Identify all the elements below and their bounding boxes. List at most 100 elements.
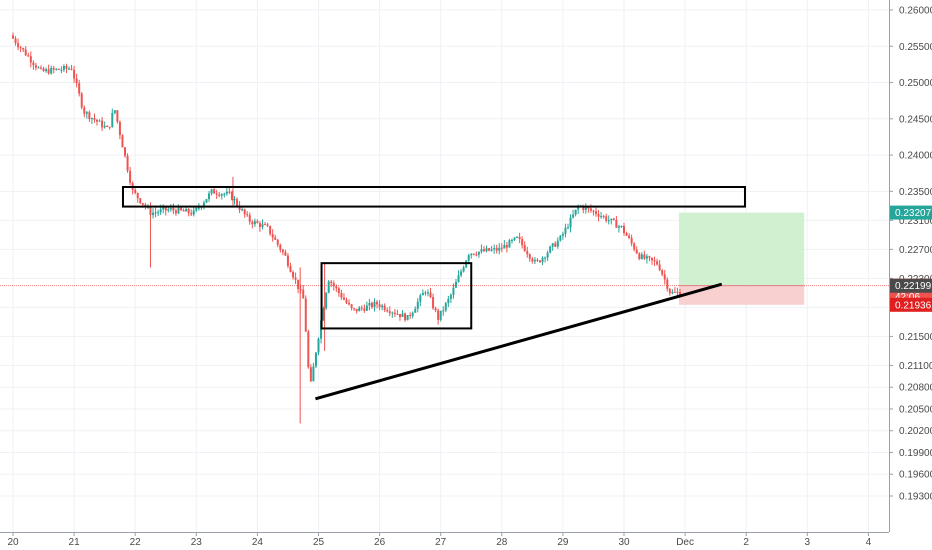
candle-body (12, 35, 14, 39)
x-tick-label: 2 (743, 537, 749, 548)
price-tag-bg (890, 278, 932, 293)
candle-body (569, 217, 572, 228)
candle-body (477, 251, 480, 255)
y-axis[interactable]: 0.26000 0.25500 0.25000 0.24500 0.24000 0.235… (889, 0, 932, 532)
candle-body (673, 291, 676, 293)
candle-body (460, 271, 463, 276)
candle-body (633, 243, 636, 250)
candle-body (230, 191, 233, 200)
candle-body (190, 213, 193, 215)
price-tag-bg (890, 297, 932, 312)
candle-body (358, 307, 361, 312)
range-box[interactable] (320, 262, 473, 330)
candle-body (45, 69, 48, 72)
candle-body (271, 234, 274, 238)
candle-body (640, 254, 643, 259)
y-tick-label: 0.20200 (899, 426, 932, 437)
candle-body (401, 313, 404, 318)
candle-body (541, 257, 544, 263)
candle-body (187, 208, 190, 214)
candle-body (281, 249, 284, 253)
candle-body (342, 297, 345, 300)
chart-drawings (121, 185, 746, 401)
candle-body (304, 298, 307, 332)
candle-body (480, 249, 483, 252)
y-tick-label: 0.20800 (899, 383, 932, 394)
candle-body (572, 214, 575, 218)
y-tick-label: 0.22700 (899, 245, 932, 256)
candle-body (174, 210, 177, 214)
candle-body (577, 206, 580, 210)
candle-body (508, 240, 511, 248)
candle-body (258, 223, 261, 228)
candle-body (220, 194, 223, 196)
candle-body (236, 199, 239, 206)
candle-body (233, 199, 236, 201)
candle-body (330, 281, 333, 284)
candle-body (253, 221, 256, 225)
candle-body (98, 120, 101, 122)
candle-body (88, 112, 91, 119)
candle-body (101, 120, 104, 128)
candle-body (103, 125, 106, 128)
candle-body (185, 208, 188, 212)
candle-body (533, 259, 536, 262)
candle-body (266, 224, 269, 226)
candle-body (241, 209, 244, 211)
candle-body (518, 236, 521, 240)
candle-body (490, 249, 493, 251)
candle-body (124, 147, 127, 156)
candle-body (139, 198, 142, 204)
candle-body (108, 126, 111, 128)
candle-body (223, 193, 226, 195)
candle-body (162, 207, 165, 210)
y-tick-label: 0.24000 (899, 151, 932, 162)
candle-body (592, 210, 595, 212)
x-tick-label: 27 (435, 537, 447, 548)
candle-body (663, 274, 666, 280)
candle-body (177, 207, 180, 214)
candle-body (243, 209, 246, 215)
candle-body (350, 304, 353, 309)
candle-body (470, 253, 473, 256)
candle-body (167, 209, 170, 211)
candle-body (129, 170, 132, 183)
candle-body (551, 243, 554, 247)
candle-body (121, 135, 124, 148)
resistance-box[interactable] (121, 185, 746, 208)
chart-grid (0, 0, 889, 532)
candle-body (645, 256, 648, 259)
candle-body (452, 287, 455, 295)
candle-body (360, 307, 363, 309)
x-tick-label: 4 (866, 537, 872, 548)
candle-body (47, 69, 50, 74)
candle-body (656, 261, 659, 265)
candle-body (93, 117, 96, 120)
candle-body (368, 303, 371, 306)
candle-body (462, 267, 465, 272)
candle-body (612, 218, 615, 220)
candle-body (154, 212, 157, 214)
y-tick-label: 0.19600 (899, 470, 932, 481)
x-tick-label: 28 (496, 537, 508, 548)
candle-body (620, 225, 623, 227)
candle-body (648, 256, 651, 258)
y-tick-label: 0.21500 (899, 332, 932, 343)
candle-body (457, 275, 460, 283)
candle-body (322, 308, 325, 321)
candle-body (68, 68, 71, 70)
candle-body (363, 308, 366, 311)
x-tick-label: 24 (252, 537, 264, 548)
candle-body (414, 308, 417, 313)
candle-body (432, 297, 435, 309)
support-trendline[interactable] (315, 282, 723, 401)
candle-body (376, 301, 379, 305)
candle-body (538, 260, 541, 263)
candle-body (658, 264, 661, 271)
candle-body (213, 189, 216, 194)
target-zone (678, 212, 805, 286)
candle-body (516, 236, 519, 238)
candle-body (467, 255, 470, 261)
candle-body (671, 291, 674, 294)
